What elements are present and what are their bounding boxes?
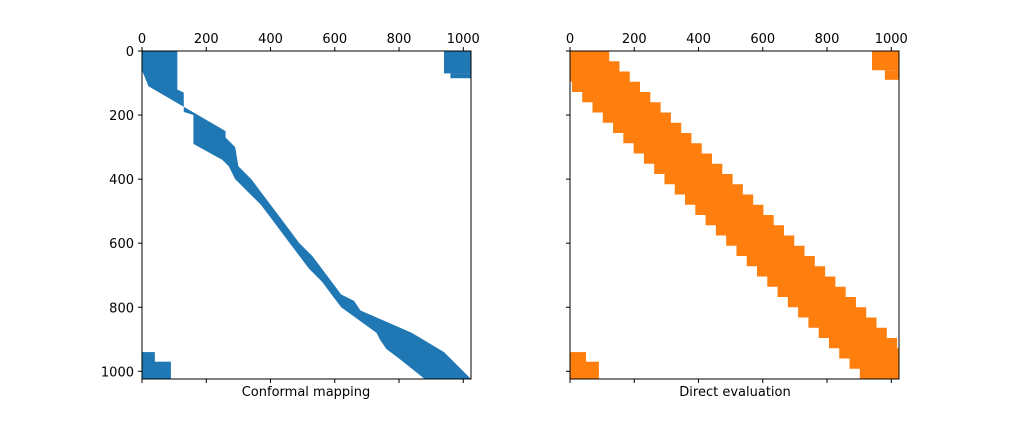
direct-evaluation-axes-frame bbox=[569, 50, 900, 380]
direct-evaluation-x-tick-label-1000: 1000 bbox=[875, 32, 908, 47]
conformal-mapping-x-tick-label-400: 400 bbox=[258, 32, 283, 47]
conformal-mapping-xlabel: Conformal mapping bbox=[242, 385, 371, 400]
direct-evaluation-band bbox=[570, 51, 899, 379]
conformal-mapping-axes-frame bbox=[141, 50, 472, 380]
direct-evaluation-xlabel: Direct evaluation bbox=[679, 385, 790, 400]
direct-evaluation-corner-block-0 bbox=[872, 51, 899, 71]
conformal-mapping-band bbox=[142, 51, 471, 379]
conformal-mapping-corner-block-0 bbox=[444, 51, 471, 74]
conformal-mapping-y-tick-label-800: 800 bbox=[109, 301, 134, 316]
conformal-mapping-panel: 0 200 400 600 800 1000 0 200 400 600 800 1000 Confo… bbox=[101, 32, 480, 400]
conformal-mapping-x-tick-label-0: 0 bbox=[138, 32, 146, 47]
direct-evaluation-corner-block-3 bbox=[570, 361, 599, 379]
direct-evaluation-marks bbox=[570, 51, 899, 379]
direct-evaluation-x-tick-label-600: 600 bbox=[750, 32, 775, 47]
direct-evaluation-x-tick-label-200: 200 bbox=[622, 32, 647, 47]
conformal-mapping-x-tick-label-1000: 1000 bbox=[447, 32, 480, 47]
direct-evaluation-x-tick-label-800: 800 bbox=[815, 32, 840, 47]
conformal-mapping-ticks: 0 200 400 600 800 1000 0 200 400 600 800 1000 bbox=[101, 32, 480, 383]
direct-evaluation-x-tick-label-0: 0 bbox=[566, 32, 574, 47]
conformal-mapping-x-tick-label-800: 800 bbox=[387, 32, 412, 47]
conformal-mapping-x-tick-label-200: 200 bbox=[194, 32, 219, 47]
conformal-mapping-corner-block-1 bbox=[450, 73, 471, 79]
direct-evaluation-panel: 0 200 400 600 800 1000 Direct evaluation bbox=[566, 32, 908, 400]
conformal-mapping-y-tick-label-200: 200 bbox=[109, 109, 134, 124]
conformal-mapping-y-tick-label-1000: 1000 bbox=[101, 365, 134, 380]
conformal-mapping-x-tick-label-600: 600 bbox=[322, 32, 347, 47]
conformal-mapping-corner-block-3 bbox=[142, 361, 171, 379]
conformal-mapping-y-tick-label-600: 600 bbox=[109, 237, 134, 252]
direct-evaluation-corner-block-1 bbox=[884, 70, 899, 80]
conformal-mapping-y-tick-label-400: 400 bbox=[109, 173, 134, 188]
direct-evaluation-ticks: 0 200 400 600 800 1000 bbox=[566, 32, 908, 383]
direct-evaluation-x-tick-label-400: 400 bbox=[686, 32, 711, 47]
conformal-mapping-y-tick-label-0: 0 bbox=[126, 45, 134, 60]
conformal-mapping-marks bbox=[142, 51, 471, 379]
